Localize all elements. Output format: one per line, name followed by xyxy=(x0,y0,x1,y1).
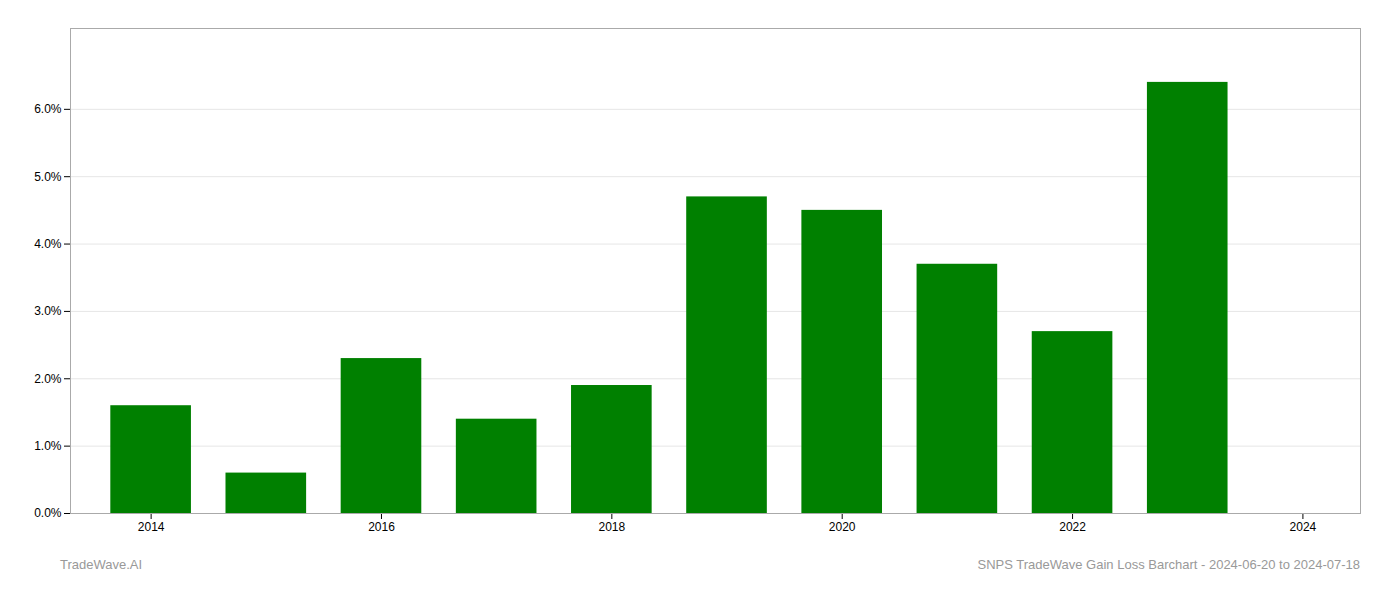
svg-text:3.0%: 3.0% xyxy=(34,304,62,318)
svg-text:6.0%: 6.0% xyxy=(34,102,62,116)
svg-text:2020: 2020 xyxy=(829,520,856,534)
html-text:TradeWave.AI: TradeWave.AI xyxy=(60,557,143,572)
svg-text:1.0%: 1.0% xyxy=(34,439,62,453)
svg-text:2018: 2018 xyxy=(598,520,625,534)
svg-text:2.0%: 2.0% xyxy=(34,372,62,386)
svg-text:5.0%: 5.0% xyxy=(34,170,62,184)
svg-text:2016: 2016 xyxy=(368,520,395,534)
svg-text:4.0%: 4.0% xyxy=(34,237,62,251)
svg-text:2024: 2024 xyxy=(1290,520,1317,534)
svg-text:0.0%: 0.0% xyxy=(34,506,62,520)
svg-text:2022: 2022 xyxy=(1059,520,1086,534)
html-text:SNPS TradeWave Gain Loss Barch: SNPS TradeWave Gain Loss Barchart - 2024… xyxy=(977,557,1360,572)
svg-text:2014: 2014 xyxy=(138,520,165,534)
